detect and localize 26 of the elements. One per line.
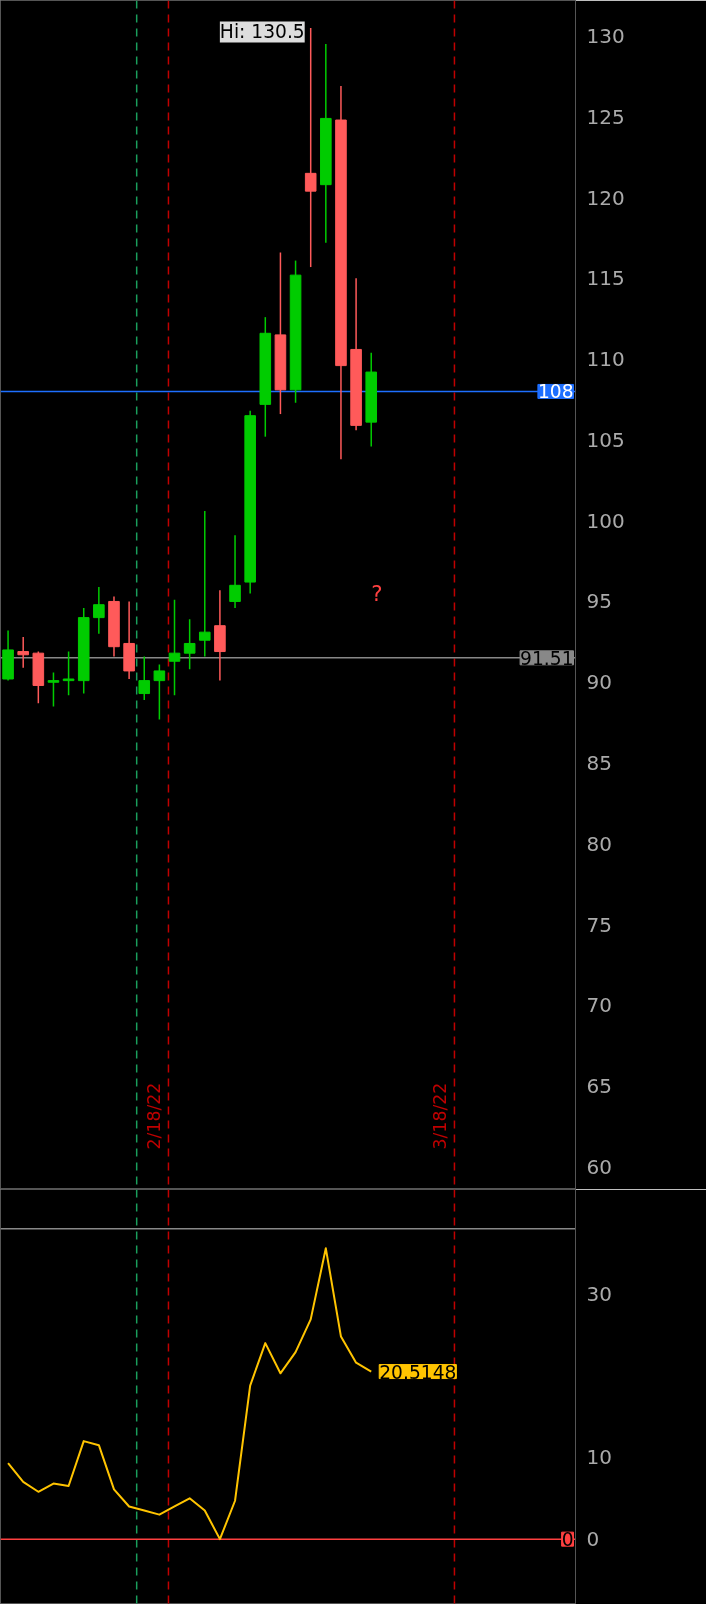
ref-line-label: 0 bbox=[561, 1529, 574, 1551]
y-tick-label: 115 bbox=[586, 266, 625, 291]
annotation: 2/18/22 bbox=[144, 1082, 165, 1150]
data-label: 20.5148 bbox=[379, 1361, 457, 1383]
y-tick-label: 125 bbox=[586, 104, 625, 129]
y-tick-label: 75 bbox=[586, 912, 612, 937]
ref-line-label: 108 bbox=[537, 381, 574, 403]
y-tick-label: 95 bbox=[586, 589, 612, 614]
y-tick-label: 30 bbox=[586, 1282, 612, 1307]
annotation: 3/18/22 bbox=[430, 1082, 451, 1150]
y-tick-label: 120 bbox=[586, 185, 625, 210]
annotation: ? bbox=[371, 580, 383, 606]
y-tick-label: 130 bbox=[586, 24, 625, 49]
ref-line-label: 91.51 bbox=[520, 647, 574, 669]
y-tick-label: 80 bbox=[586, 831, 612, 856]
y-tick-label: 60 bbox=[586, 1154, 612, 1179]
y-tick-label: 0 bbox=[586, 1527, 600, 1552]
y-tick-label: 105 bbox=[586, 427, 625, 452]
y-tick-label: 70 bbox=[586, 993, 612, 1018]
y-tick-label: 90 bbox=[586, 670, 612, 695]
annotation: Hi: 130.5 bbox=[219, 21, 305, 43]
y-tick-label: 85 bbox=[586, 751, 612, 776]
y-tick-label: 100 bbox=[586, 508, 625, 533]
y-tick-label: 110 bbox=[586, 347, 625, 372]
y-tick-label: 65 bbox=[586, 1074, 612, 1099]
y-tick-label: 10 bbox=[586, 1445, 612, 1470]
